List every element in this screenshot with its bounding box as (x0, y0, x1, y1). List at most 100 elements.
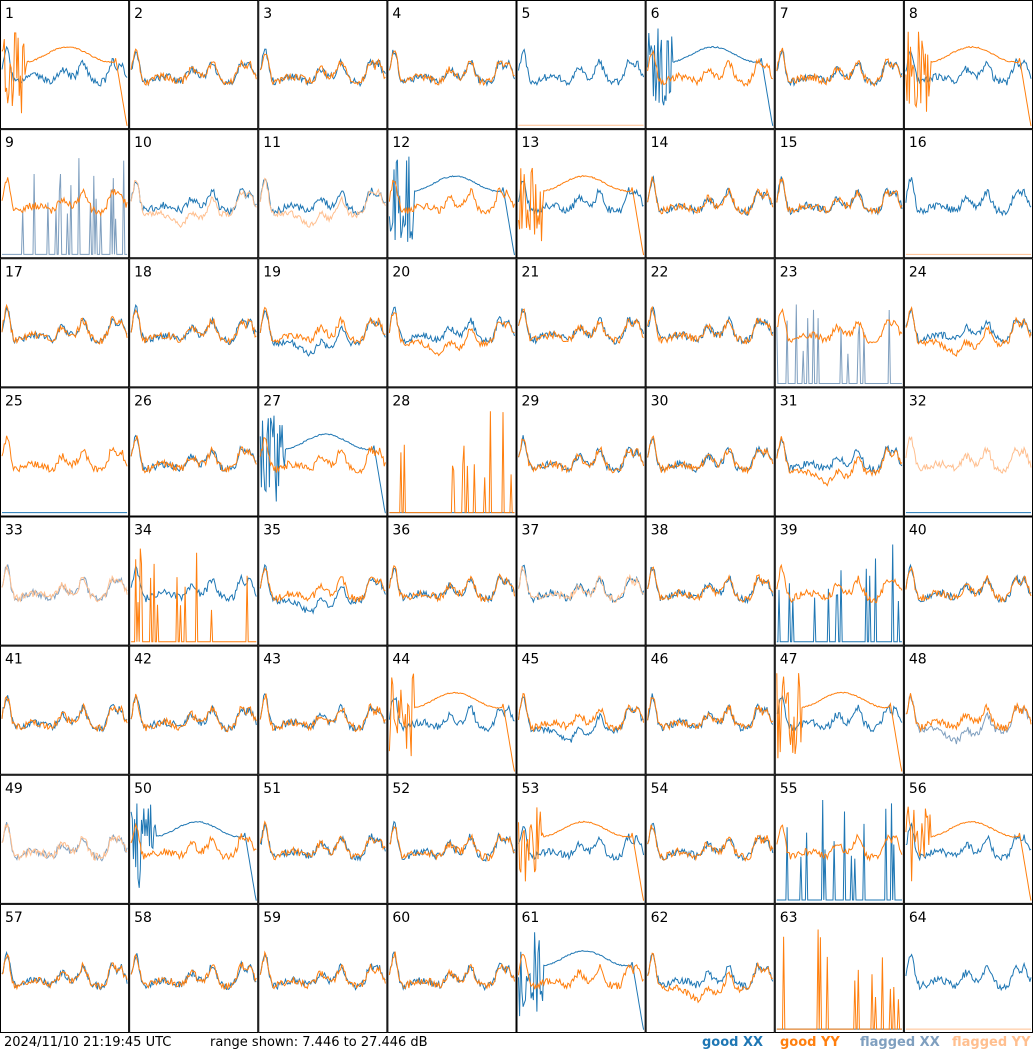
tile-label: 11 (263, 135, 281, 151)
series-good-yy (130, 48, 257, 86)
tile-label: 48 (909, 652, 927, 668)
tile-13: 13 (516, 129, 646, 259)
tile-frame (258, 903, 388, 1033)
tile-label: 28 (392, 393, 410, 409)
tile-50: 50 (129, 774, 259, 904)
series-good-xx (647, 28, 774, 127)
tile-frame (387, 516, 517, 646)
tile-40: 40 (903, 516, 1033, 646)
tile-frame (129, 258, 259, 388)
tile-label: 31 (780, 393, 798, 409)
tile-label: 59 (263, 910, 281, 926)
tile-label: 9 (5, 135, 14, 151)
tile-label: 56 (909, 781, 927, 797)
series-good-yy (647, 435, 774, 475)
series-good-yy (518, 692, 645, 733)
tile-frame (0, 516, 130, 646)
series-good-yy (776, 47, 903, 88)
tile-label: 29 (522, 393, 540, 409)
series-good-yy (647, 696, 774, 732)
legend-good-yy: good YY (780, 1035, 840, 1050)
series-good-yy (389, 825, 515, 862)
tile-5: 5 (516, 0, 646, 130)
tile-frame (903, 903, 1033, 1033)
tile-frame (645, 129, 775, 259)
range-label: range shown: 7.446 to 27.446 dB (210, 1035, 428, 1050)
tile-17: 17 (0, 258, 130, 388)
series-good-yy (647, 305, 774, 345)
tile-16: 16 (903, 129, 1033, 259)
tile-label: 41 (5, 652, 23, 668)
timestamp-label: 2024/11/10 21:19:45 UTC (4, 1035, 172, 1050)
series-flagged-yy (1, 823, 128, 861)
series-good-yy (518, 807, 645, 901)
series-good-yy (776, 929, 902, 1030)
tile-frame (258, 387, 388, 517)
tile-frame (774, 0, 904, 130)
series-good-xx (518, 825, 645, 861)
tile-label: 7 (780, 6, 789, 22)
tile-frame (903, 516, 1033, 646)
tile-frame (0, 645, 130, 775)
tile-63: 63 (774, 903, 904, 1033)
tile-label: 30 (651, 393, 669, 409)
tile-label: 23 (780, 264, 798, 280)
series-good-yy (1, 953, 128, 991)
tile-22: 22 (645, 258, 775, 388)
tile-frame (0, 387, 130, 517)
series-good-xx (388, 49, 515, 87)
series-good-yy (130, 953, 257, 990)
series-good-xx (518, 564, 645, 604)
tile-label: 58 (134, 910, 152, 926)
tile-label: 1 (5, 6, 14, 22)
tile-label: 57 (5, 910, 23, 926)
tile-15: 15 (774, 129, 904, 259)
series-good-xx (518, 932, 645, 1030)
series-good-xx (130, 564, 257, 603)
tile-21: 21 (516, 258, 646, 388)
series-good-yy (1, 695, 128, 732)
tile-55: 55 (774, 774, 904, 904)
tile-frame (774, 387, 904, 517)
tile-label: 51 (263, 781, 281, 797)
series-good-xx (905, 177, 1032, 217)
series-good-xx (905, 49, 1032, 86)
series-good-xx (776, 695, 903, 733)
tile-frame (387, 258, 517, 388)
tile-12: 12 (387, 129, 517, 259)
series-good-xx (776, 544, 902, 643)
series-good-yy (388, 564, 515, 603)
tile-59: 59 (258, 903, 388, 1033)
tile-frame (258, 258, 388, 388)
tile-25: 25 (0, 387, 130, 517)
tile-label: 16 (909, 135, 927, 151)
tile-10: 10 (129, 129, 259, 259)
tile-frame (0, 903, 130, 1033)
series-good-yy (388, 312, 515, 357)
series-flagged-xx (2, 158, 128, 255)
series-good-xx (1, 45, 128, 87)
series-good-yy (776, 673, 903, 772)
tile-1: 1 (0, 0, 130, 130)
tile-23: 23 (774, 258, 904, 388)
tile-56: 56 (903, 774, 1033, 904)
tile-label: 15 (780, 135, 798, 151)
tile-frame (0, 258, 130, 388)
tile-3: 3 (258, 0, 388, 130)
tile-frame (387, 774, 517, 904)
tile-11: 11 (258, 129, 388, 259)
tile-label: 46 (651, 652, 669, 668)
tile-label: 39 (780, 523, 798, 539)
tile-frame (129, 129, 259, 259)
series-good-yy (388, 179, 515, 215)
series-flagged-yy (905, 435, 1032, 474)
tile-31: 31 (774, 387, 904, 517)
tile-45: 45 (516, 645, 646, 775)
series-good-yy (259, 306, 386, 345)
series-good-yy (259, 693, 386, 733)
tile-frame (645, 903, 775, 1033)
tile-61: 61 (516, 903, 646, 1033)
series-good-yy (131, 548, 257, 643)
series-flagged-yy (259, 177, 386, 228)
tile-label: 54 (651, 781, 669, 797)
